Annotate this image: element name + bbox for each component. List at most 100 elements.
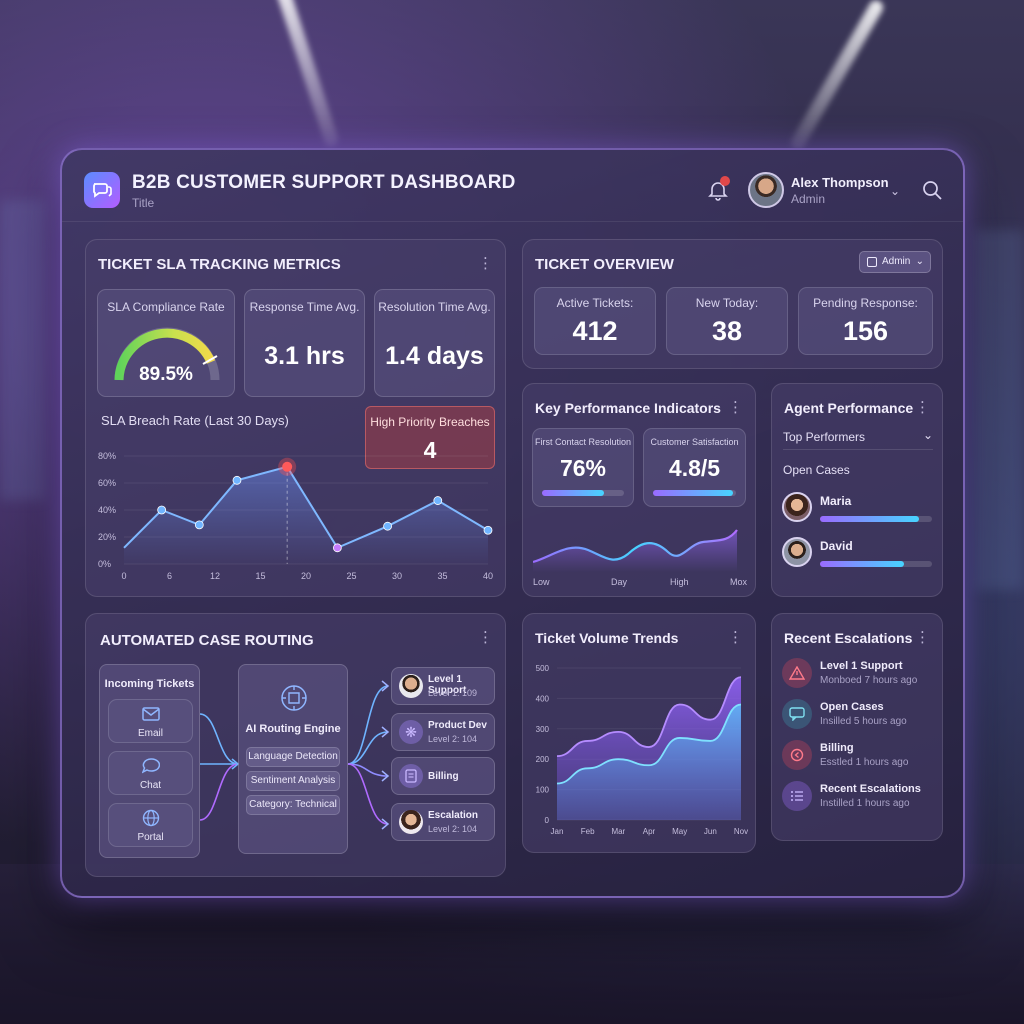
chevron-down-icon: ⌄ <box>922 428 933 442</box>
agent-row[interactable]: Maria <box>782 492 934 526</box>
more-options-icon[interactable]: ⋮ <box>478 629 493 646</box>
escalation-item[interactable]: Billing Esstled 1 hours ago <box>772 738 944 776</box>
channel-portal[interactable]: Portal <box>108 803 193 847</box>
chevron-down-icon: ⌄ <box>915 256 924 267</box>
x-tick-label: 0 <box>121 571 126 580</box>
destination-name: Billing <box>428 771 459 782</box>
resolution-value: 1.4 days <box>385 342 484 370</box>
fcr-label: First Contact Resolution <box>534 437 632 447</box>
channel-email[interactable]: Email <box>108 699 193 743</box>
compliance-gauge <box>114 327 220 381</box>
notification-badge <box>720 176 730 186</box>
high-priority-breaches-box[interactable]: High Priority Breaches 4 <box>365 406 495 469</box>
escalation-title: Recent Escalations <box>820 783 921 795</box>
user-avatar[interactable] <box>748 172 784 208</box>
x-tick-label: Feb <box>581 827 595 836</box>
y-tick-label: 100 <box>536 786 550 795</box>
data-point <box>332 543 342 553</box>
fcr-progress-bar <box>542 490 624 496</box>
escalation-title: Level 1 Support <box>820 660 903 672</box>
y-tick-label: 20% <box>98 532 116 542</box>
routing-title: AUTOMATED CASE ROUTING <box>100 632 314 649</box>
response-label: Response Time Avg. <box>249 300 360 314</box>
ticket-overview-card: TICKET OVERVIEW Admin ⌄ Active Tickets: … <box>522 239 943 369</box>
x-tick-label: 25 <box>346 571 356 580</box>
destination-escalation[interactable]: Escalation Level 2: 104 <box>391 803 495 841</box>
agent-name: Maria <box>820 494 852 508</box>
more-options-icon[interactable]: ⋮ <box>478 255 493 272</box>
user-name[interactable]: Alex Thompson <box>791 175 889 190</box>
x-tick-label: May <box>672 827 687 836</box>
x-tick-label: 20 <box>301 571 311 580</box>
active-tickets-box[interactable]: Active Tickets: 412 <box>534 287 656 355</box>
top-performers-dropdown[interactable]: Top Performers ⌄ <box>783 428 933 450</box>
more-options-icon[interactable]: ⋮ <box>728 629 743 646</box>
area-fill <box>124 466 488 564</box>
escalation-time: Insilled 5 hours ago <box>820 716 907 727</box>
new-value: 38 <box>711 316 743 346</box>
y-tick-label: 300 <box>536 725 550 734</box>
search-icon[interactable] <box>921 179 943 201</box>
escalation-item[interactable]: Level 1 Support Monboed 7 hours ago <box>772 656 944 694</box>
kpi-axis-label: High <box>670 577 689 587</box>
destination-detail: Level 1: 109 <box>428 688 478 698</box>
csat-label: Customer Satisfaction <box>650 437 739 447</box>
kpi-trend-sparkline <box>533 529 738 572</box>
active-value: 412 <box>572 316 618 346</box>
new-today-box[interactable]: New Today: 38 <box>666 287 788 355</box>
calendar-icon <box>867 257 877 267</box>
agent-title: Agent Performance <box>784 400 914 416</box>
page-subtitle: Title <box>132 196 155 210</box>
csat-progress-bar <box>653 490 736 496</box>
mail-icon <box>142 707 160 721</box>
filter-label: Admin <box>882 256 911 267</box>
destination-detail: Level 2: 104 <box>428 734 478 744</box>
destination-billing[interactable]: Billing <box>391 757 495 795</box>
x-tick-label: Jan <box>551 827 564 836</box>
more-options-icon[interactable]: ⋮ <box>728 399 743 416</box>
destination-avatar <box>399 810 423 834</box>
response-time-box: Response Time Avg. 3.1 hrs <box>244 289 365 397</box>
sla-tracking-card: TICKET SLA TRACKING METRICS ⋮ SLA Compli… <box>85 239 506 597</box>
kpi-card: Key Performance Indicators ⋮ First Conta… <box>522 383 756 597</box>
escalation-time: Instilled 1 hours ago <box>820 798 910 809</box>
channel-chat[interactable]: Chat <box>108 751 193 795</box>
warning-icon <box>782 658 812 688</box>
engine-chip: Category: Technical <box>246 795 340 815</box>
destination-detail: Level 2: 104 <box>428 824 478 834</box>
data-point <box>232 475 242 485</box>
more-options-icon[interactable]: ⋮ <box>915 399 930 416</box>
pending-response-box[interactable]: Pending Response: 156 <box>798 287 933 355</box>
destination-level1[interactable]: Level 1 Support Level 1: 109 <box>391 667 495 705</box>
y-tick-label: 60% <box>98 478 116 488</box>
escalation-time: Monboed 7 hours ago <box>820 675 918 686</box>
y-tick-label: 0 <box>545 816 550 825</box>
escalation-item[interactable]: Open Cases Insilled 5 hours ago <box>772 697 944 735</box>
open-cases-label: Open Cases <box>783 463 850 477</box>
kpi-axis-label: Low <box>533 577 550 587</box>
data-point <box>383 521 392 531</box>
ai-routing-engine[interactable]: AI Routing Engine Language Detection Sen… <box>238 664 348 854</box>
pending-label: Pending Response: <box>813 296 918 310</box>
new-label: New Today: <box>695 296 759 310</box>
destination-product-dev[interactable]: ❋ Product Dev Level 2: 104 <box>391 713 495 751</box>
globe-icon <box>142 809 160 827</box>
agent-performance-card: Agent Performance ⋮ Top Performers ⌄ Ope… <box>771 383 943 597</box>
x-tick-label: Apr <box>643 827 656 836</box>
engine-chip: Sentiment Analysis <box>246 771 340 791</box>
data-point <box>282 461 293 472</box>
more-options-icon[interactable]: ⋮ <box>915 629 930 646</box>
data-point <box>157 505 167 515</box>
compliance-label: SLA Compliance Rate <box>107 300 225 314</box>
chevron-down-icon[interactable]: ⌄ <box>890 184 901 198</box>
overview-filter-dropdown[interactable]: Admin ⌄ <box>859 251 931 273</box>
kpi-axis-label: Day <box>611 577 628 587</box>
pending-value: 156 <box>842 316 889 346</box>
agent-avatar <box>782 492 812 522</box>
x-tick-label: 15 <box>255 571 265 580</box>
page-title: B2B CUSTOMER SUPPORT DASHBOARD <box>132 172 516 193</box>
agent-row[interactable]: David <box>782 537 934 571</box>
x-tick-label: Jun <box>704 827 717 836</box>
destination-name: Product Dev <box>428 720 487 731</box>
escalation-item[interactable]: Recent Escalations Instilled 1 hours ago <box>772 779 944 817</box>
